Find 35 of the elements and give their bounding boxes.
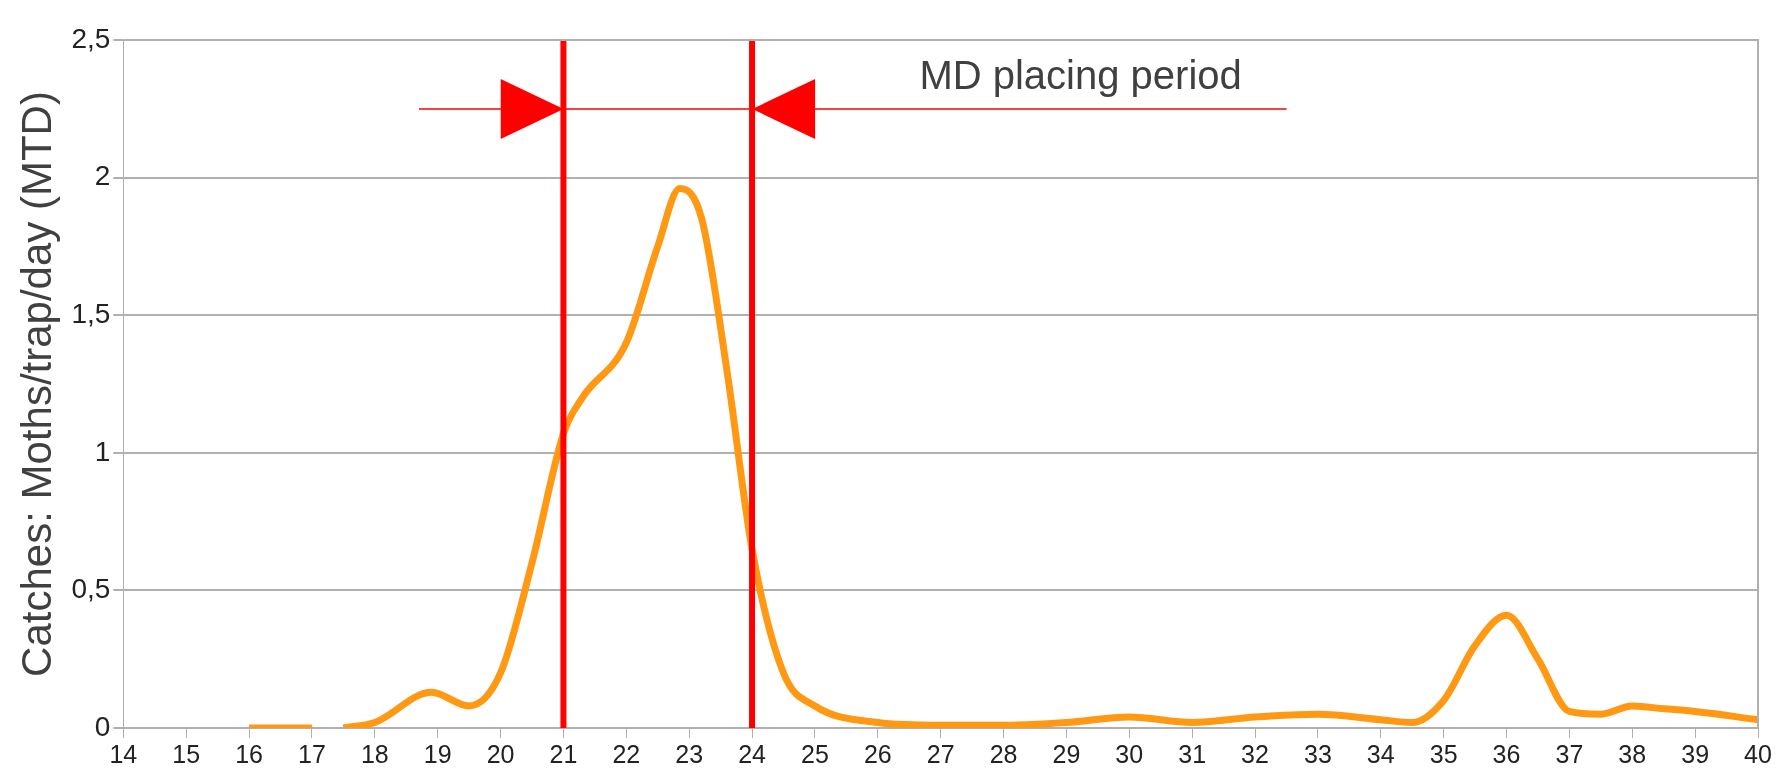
x-tick-label: 28 bbox=[989, 739, 1018, 768]
x-tick-label: 21 bbox=[549, 739, 578, 768]
annotation: MD placing period bbox=[919, 52, 1242, 97]
x-tick-label: 38 bbox=[1618, 739, 1647, 768]
x-tick-label: 18 bbox=[360, 739, 389, 768]
x-tick-label: 29 bbox=[1052, 739, 1081, 768]
x-tick-label: 35 bbox=[1429, 739, 1458, 768]
x-tick-label: 36 bbox=[1492, 739, 1521, 768]
y-tick-label: 2 bbox=[94, 160, 111, 192]
x-tick-label: 37 bbox=[1555, 739, 1584, 768]
x-tick-label: 39 bbox=[1681, 739, 1710, 768]
x-tick-label: 33 bbox=[1303, 739, 1332, 768]
x-tick-label: 19 bbox=[423, 739, 452, 768]
y-tick-label: 1 bbox=[94, 435, 111, 467]
x-tick-label: 22 bbox=[612, 739, 641, 768]
x-tick-label: 40 bbox=[1744, 739, 1772, 768]
y-tick-label: 1,5 bbox=[71, 297, 111, 329]
x-tick-label: 23 bbox=[675, 739, 704, 768]
x-tick-label: 25 bbox=[801, 739, 829, 768]
x-tick-label: 15 bbox=[172, 739, 201, 768]
x-tick-label: 14 bbox=[109, 739, 138, 768]
x-tick-label: 26 bbox=[863, 739, 892, 768]
y-axis-title: Catches: Moths/trap/day (MTD) bbox=[12, 91, 60, 677]
x-tick-label: 34 bbox=[1366, 739, 1395, 768]
x-tick-label: 31 bbox=[1178, 739, 1207, 768]
y-tick-label: 0 bbox=[94, 710, 111, 742]
y-tick-label: 2,5 bbox=[71, 22, 111, 54]
x-tick-label: 16 bbox=[235, 739, 263, 768]
x-tick-label: 24 bbox=[738, 739, 767, 768]
x-tick-label: 30 bbox=[1115, 739, 1144, 768]
y-tick-label: 0,5 bbox=[71, 573, 111, 605]
x-tick-label: 20 bbox=[486, 739, 515, 768]
x-tick-label: 32 bbox=[1241, 739, 1269, 768]
x-tick-label: 27 bbox=[926, 739, 955, 768]
x-tick-label: 17 bbox=[298, 739, 326, 768]
